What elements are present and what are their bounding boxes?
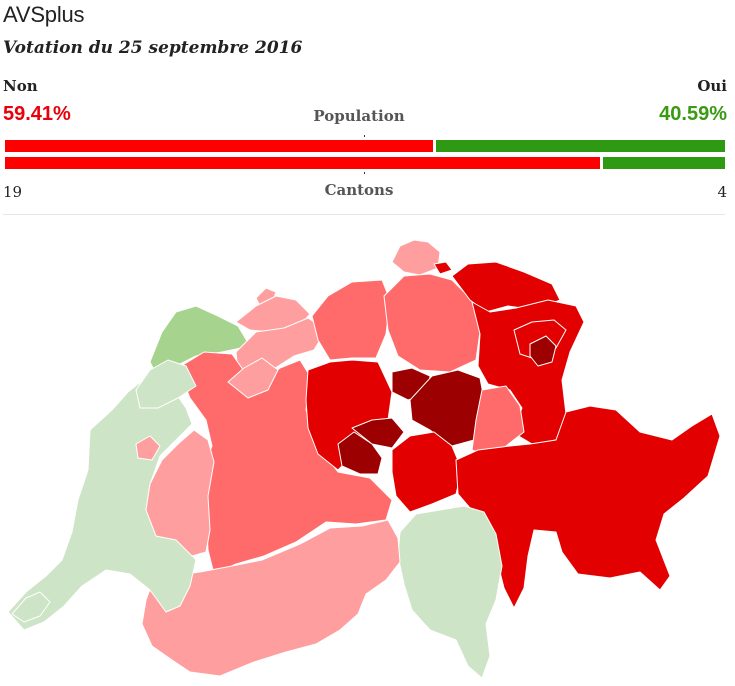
cantons-bar [5, 157, 725, 169]
canton-fribourg[interactable] [145, 429, 215, 557]
canton-obwalden[interactable] [337, 431, 383, 475]
population-bar-oui [435, 140, 725, 152]
cantons-label: Cantons [324, 181, 394, 199]
midpoint-tick-bottom [364, 172, 365, 174]
non-percent: 59.41% [3, 103, 71, 125]
non-label: Non [3, 77, 38, 95]
switzerland-results-map [7, 239, 721, 679]
app-title: AVSplus [3, 2, 85, 27]
population-bar [5, 140, 725, 152]
cantons-non-count: 19 [3, 183, 23, 201]
oui-label: Oui [697, 77, 727, 95]
cantons-bar-non [5, 157, 600, 169]
canton-aargau[interactable] [311, 279, 391, 361]
population-bar-non [5, 140, 433, 152]
canton-appenzell-ir[interactable] [529, 335, 557, 367]
canton-graubunden[interactable] [455, 405, 721, 609]
canton-basel-land[interactable] [235, 295, 311, 333]
canton-ticino[interactable] [397, 505, 503, 679]
divider [3, 214, 725, 215]
oui-percent: 40.59% [659, 103, 727, 125]
population-label: Population [313, 107, 405, 125]
canton-uri[interactable] [391, 431, 463, 513]
canton-vaud-enclave[interactable] [135, 435, 161, 461]
canton-schaffhausen-enclave[interactable] [433, 261, 453, 275]
vote-date-subtitle: Votation du 25 septembre 2016 [3, 38, 303, 58]
midpoint-tick-top [364, 135, 365, 137]
canton-zurich[interactable] [383, 273, 481, 373]
canton-bern-jura-bernois[interactable] [227, 357, 279, 399]
cantons-bar-oui [602, 157, 725, 169]
canton-geneva[interactable] [11, 591, 51, 623]
canton-valais[interactable] [141, 519, 401, 677]
canton-schaffhausen[interactable] [391, 239, 441, 276]
cantons-oui-count: 4 [717, 183, 727, 201]
canton-neuchatel[interactable] [135, 359, 197, 409]
